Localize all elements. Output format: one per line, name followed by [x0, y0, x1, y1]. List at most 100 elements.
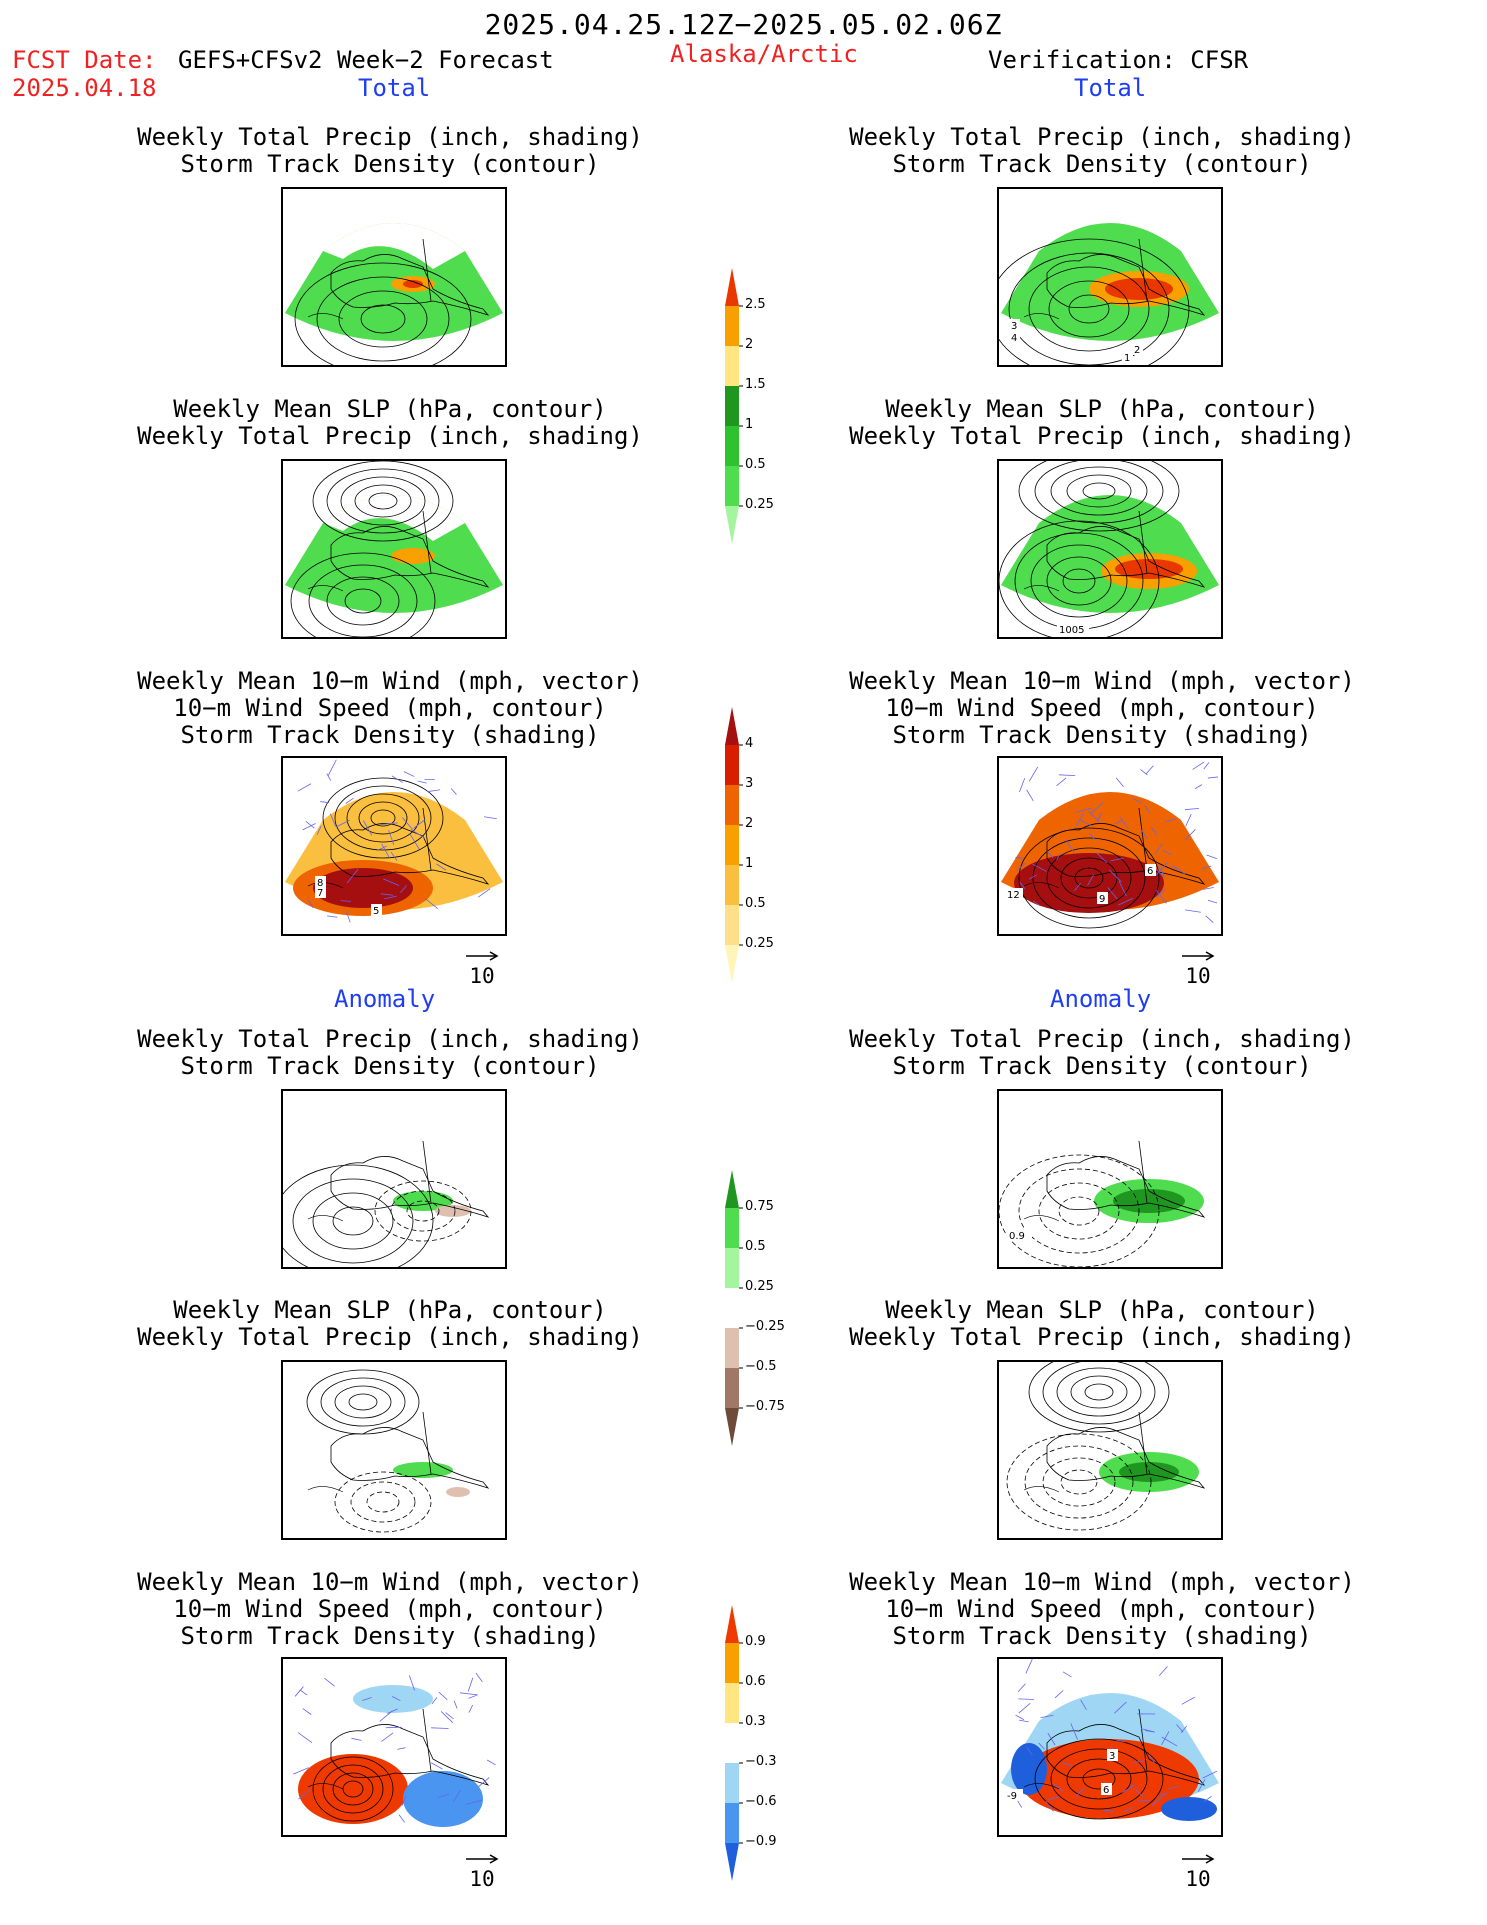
- coastline: [1046, 1156, 1206, 1218]
- wind-vector: [302, 823, 316, 831]
- panel-title-vf-anom-precip: Weekly Total Precip (inch, shading) Storm…: [802, 1026, 1402, 1080]
- coastline: [307, 1486, 344, 1493]
- contour-label-bg: [315, 876, 326, 888]
- contour-label: 0.9: [1009, 1231, 1025, 1242]
- contour-line: [332, 1206, 374, 1236]
- wind-vector: [327, 915, 338, 918]
- wind-vector: [1116, 1739, 1126, 1743]
- wind-vector: [427, 789, 441, 793]
- storm-anomaly-pos: [1019, 1739, 1199, 1819]
- wind-vector: [445, 1712, 454, 1720]
- wind-vector: [1115, 777, 1124, 787]
- coastline: [330, 823, 490, 885]
- panel-title-vf-total-wind: Weekly Mean 10−m Wind (mph, vector) 10−m …: [802, 668, 1402, 749]
- wind-vector: [1192, 761, 1205, 770]
- contour-line: [1018, 461, 1180, 532]
- colorbar-bin: [725, 426, 739, 466]
- map-panel: [281, 187, 507, 367]
- storm-anomaly-neg: [353, 1685, 433, 1713]
- colorbar-bin: [725, 1288, 739, 1328]
- wind-vector: [1145, 765, 1154, 775]
- panel-title-fc-anom-slp: Weekly Mean SLP (hPa, contour) Weekly Tot…: [90, 1297, 690, 1351]
- contour-label-bg: [1057, 623, 1089, 635]
- wind-vector: [1140, 828, 1148, 840]
- storm-anomaly-neg: [403, 1771, 483, 1827]
- wind-vector: [384, 895, 397, 900]
- wind-vector: [1046, 851, 1054, 858]
- wind-vector: [316, 825, 322, 835]
- title-line: Weekly Mean SLP (hPa, contour): [885, 395, 1319, 423]
- wind-vector: [430, 1762, 443, 1770]
- region-label: Alaska/Arctic: [670, 40, 858, 68]
- colorbar-bin: [725, 1723, 739, 1763]
- wind-vector: [467, 1677, 474, 1692]
- model-label: GEFS+CFSv2 Week−2 Forecast: [178, 46, 554, 74]
- contour-line: [306, 1369, 420, 1435]
- title-line: 10−m Wind Speed (mph, contour): [885, 1595, 1319, 1623]
- contour-line: [346, 793, 420, 843]
- panel-title-fc-total-precip: Weekly Total Precip (inch, shading) Storm…: [90, 124, 690, 178]
- colorbar-tick-label: 0.75: [745, 1199, 774, 1214]
- wind-vector: [1184, 829, 1196, 841]
- contour-line: [1084, 1383, 1114, 1401]
- wind-vector: [424, 898, 439, 909]
- colorbar-tick-label: 1: [745, 417, 754, 432]
- wind-vector: [1137, 1800, 1149, 1802]
- wind-vector: [1016, 862, 1027, 871]
- panel-title-fc-anom-precip: Weekly Total Precip (inch, shading) Storm…: [90, 1026, 690, 1080]
- coastline: [307, 1783, 344, 1790]
- map-svg: 0.9: [999, 1140, 1206, 1267]
- colorbar-tick-label: 0.25: [745, 497, 774, 512]
- vector-reference: 10: [452, 950, 512, 988]
- contour-line: [292, 1178, 414, 1264]
- contour-line: [1066, 1758, 1132, 1800]
- wind-vector: [1156, 863, 1165, 876]
- contour-line: [1082, 1768, 1116, 1790]
- wind-vector: [293, 1767, 309, 1775]
- contour-label-bg: [1009, 319, 1020, 331]
- wind-vector: [1124, 1807, 1133, 1813]
- contour-label: 1: [1124, 353, 1130, 364]
- map-panel: [997, 1360, 1223, 1540]
- no-precip-area: [323, 223, 465, 269]
- wind-vector: [438, 1691, 448, 1701]
- wind-vector: [1088, 832, 1096, 840]
- storm-anomaly-neg: [1011, 1743, 1047, 1795]
- vector-ref-value: 10: [1185, 964, 1211, 988]
- contour-line: [354, 484, 412, 518]
- colorbar-bin: [725, 346, 739, 386]
- wind-vector: [1203, 887, 1214, 890]
- vector-ref-value: 10: [469, 1867, 495, 1891]
- wind-vector: [1185, 909, 1201, 913]
- map-panel: [281, 1657, 507, 1837]
- wind-vector: [1032, 900, 1041, 907]
- wind-vector: [326, 773, 332, 781]
- colorbar-tick-label: 2: [745, 816, 754, 831]
- title-line: Storm Track Density (shading): [892, 1622, 1312, 1650]
- map-svg: 6 12 9: [1001, 761, 1219, 929]
- wind-vector: [1026, 1746, 1033, 1756]
- wind-vector: [401, 1795, 407, 1806]
- wind-vector: [1028, 766, 1039, 782]
- map-svg: 3 6 -9: [1001, 1659, 1219, 1821]
- coastline: [330, 1156, 490, 1218]
- section-anomaly-left: Anomaly: [334, 985, 436, 1013]
- title-line: Storm Track Density (contour): [892, 1052, 1312, 1080]
- contour-line: [366, 1491, 400, 1513]
- colorbar-bin: [725, 386, 739, 426]
- title-line: Weekly Total Precip (inch, shading): [849, 1025, 1355, 1053]
- colorbar-bin: [725, 506, 739, 544]
- contour-line: [999, 520, 1160, 637]
- section-anomaly-right: Anomaly: [1050, 985, 1152, 1013]
- wind-vector: [1115, 819, 1123, 825]
- coastline: [330, 1427, 490, 1489]
- wind-vector: [409, 833, 420, 850]
- title-line: Weekly Total Precip (inch, shading): [137, 123, 643, 151]
- arrow-icon: [452, 1853, 512, 1867]
- contour-line: [334, 785, 432, 851]
- colorbar-bin: [725, 1208, 739, 1248]
- wind-vector: [438, 1793, 450, 1798]
- contour-label-bg: [1107, 1749, 1118, 1761]
- contour-line: [1060, 1469, 1098, 1495]
